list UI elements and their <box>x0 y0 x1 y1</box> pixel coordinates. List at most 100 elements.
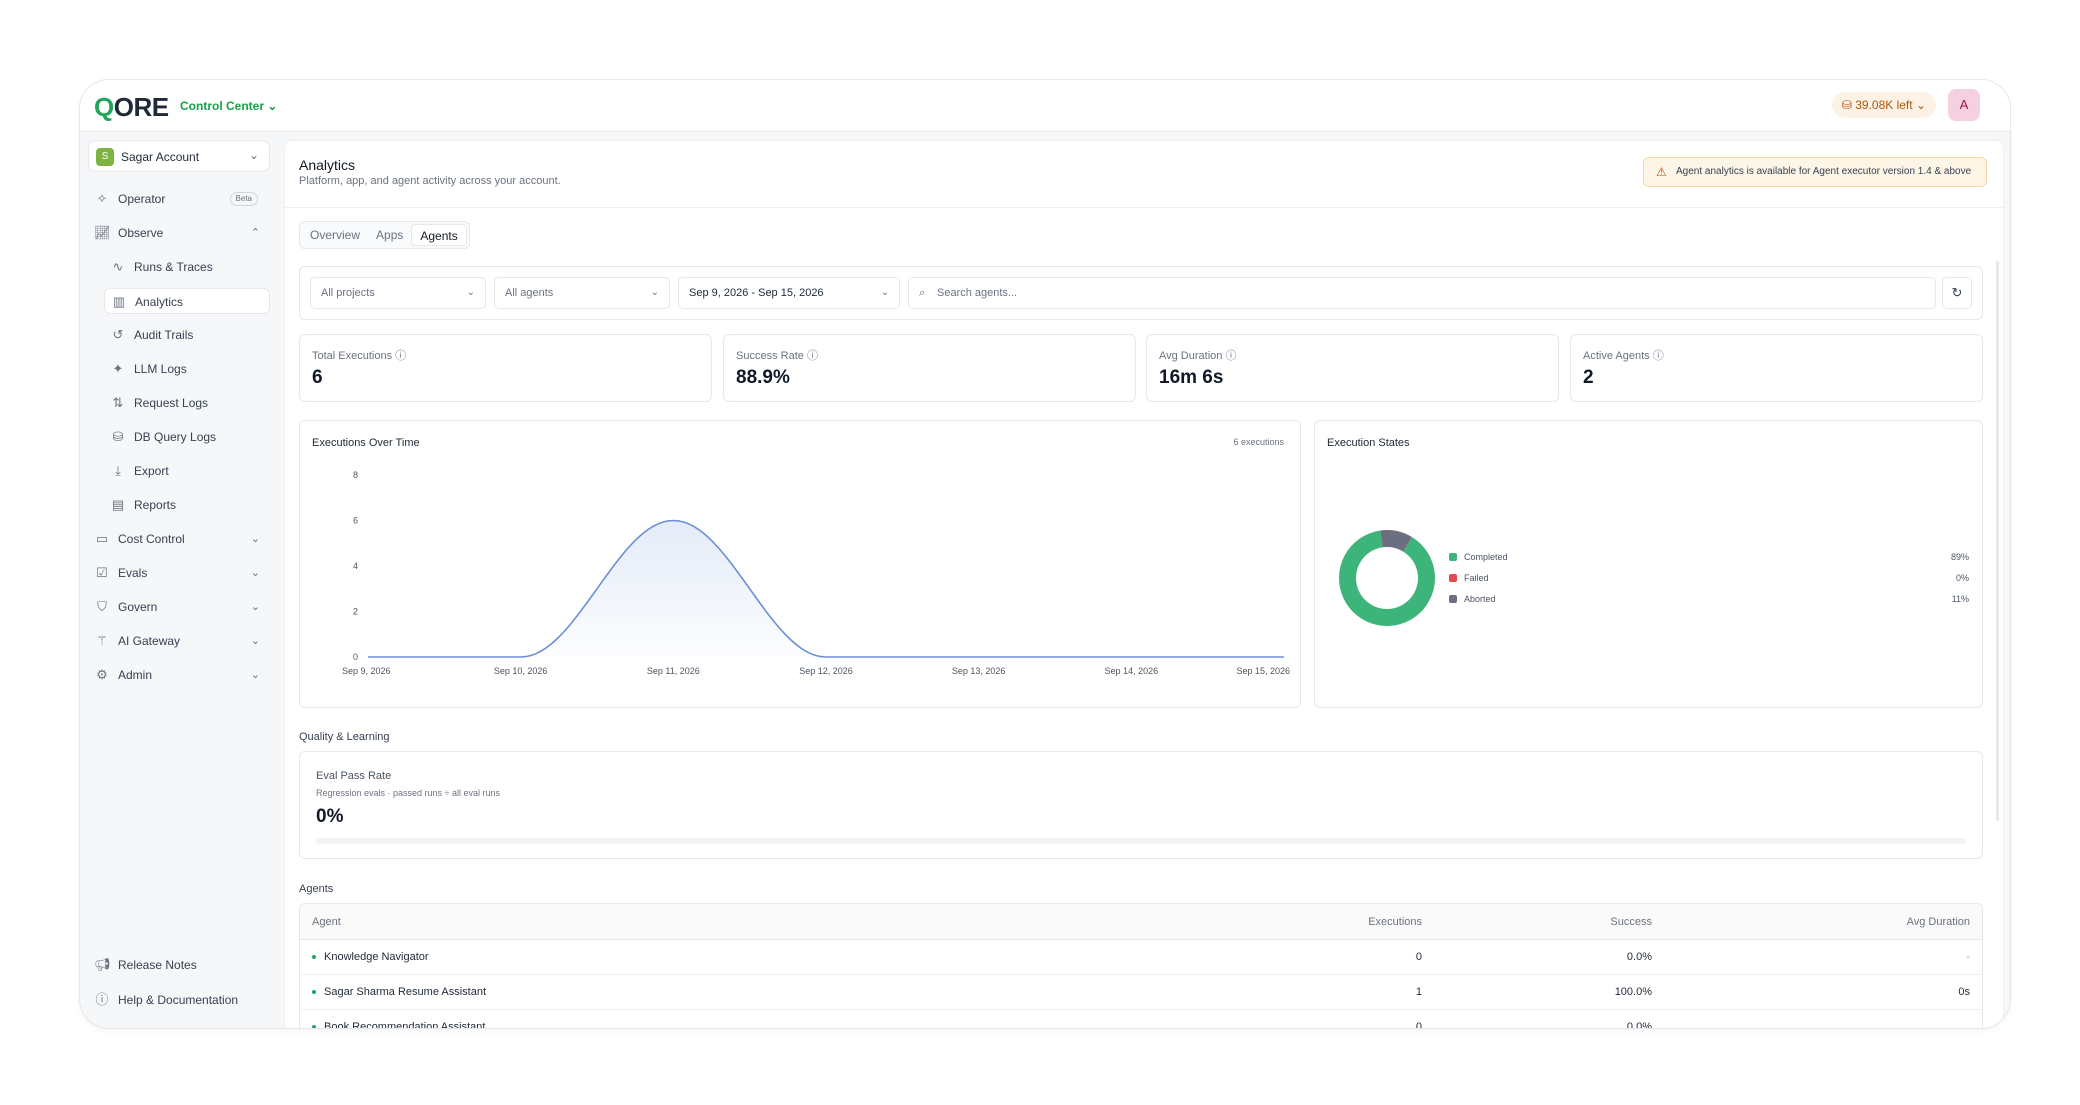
y-tick-label: 8 <box>353 470 358 480</box>
clipboard-check-icon: ☑ <box>96 565 108 580</box>
x-tick-label: Sep 14, 2026 <box>1105 666 1159 676</box>
y-tick-label: 6 <box>353 516 358 526</box>
file-icon: ▤ <box>111 497 125 512</box>
info-icon[interactable]: ⓘ <box>395 350 407 362</box>
x-tick-label: Sep 12, 2026 <box>799 666 853 676</box>
projects-select[interactable]: All projects ⌄ <box>310 277 486 309</box>
control-center-dropdown[interactable]: Control Center ⌄ <box>180 99 278 113</box>
beta-badge: Beta <box>229 192 258 206</box>
table-row[interactable]: Sagar Sharma Resume Assistant 1 100.0% 0… <box>300 975 1982 1010</box>
legend-percent: 89% <box>1950 552 1969 562</box>
search-icon: ⌕ <box>919 287 926 299</box>
wallet-icon: ▭ <box>95 531 109 546</box>
table-row[interactable]: Book Recommendation Assistant 0 0.0% <box>300 1010 1982 1028</box>
history-icon: ↺ <box>112 327 124 342</box>
table-header: Agent Executions Success Avg Duration <box>300 904 1982 940</box>
sidebar-item-llm-logs[interactable]: ✦ LLM Logs <box>88 356 270 382</box>
sidebar-item-ai-gateway[interactable]: ⚚ AI Gateway ⌄ <box>88 628 270 654</box>
search-input[interactable]: ⌕ Search agents... <box>908 277 1936 309</box>
account-initial: S <box>96 148 114 166</box>
legend-label: Failed <box>1464 573 1489 583</box>
chevron-down-icon: ⌄ <box>250 635 260 647</box>
bar-chart-icon: ▥ <box>112 294 126 309</box>
refresh-button[interactable]: ↻ <box>1942 277 1972 309</box>
sidebar-item-observe[interactable]: 📈︎ Observe ⌃ <box>88 220 270 246</box>
coins-icon: ⛁ <box>1841 98 1852 112</box>
sidebar-item-runs-traces[interactable]: ∿ Runs & Traces <box>88 254 270 280</box>
credits-badge[interactable]: ⛁ 39.08K left ⌄ <box>1831 92 1936 118</box>
kpi-total-executions: Total Executions ⓘ 6 <box>299 334 712 402</box>
legend-item-aborted: Aborted 11% <box>1449 591 1969 607</box>
page-title: Analytics <box>299 157 356 173</box>
sidebar-item-evals[interactable]: ☑ Evals ⌄ <box>88 560 270 586</box>
sidebar-item-export[interactable]: ⤓ Export <box>88 458 270 484</box>
quality-section-title: Quality & Learning <box>299 731 390 743</box>
legend-swatch <box>1449 574 1457 582</box>
arrows-up-down-icon: ⇅ <box>112 395 124 410</box>
avatar[interactable]: A <box>1948 89 1980 121</box>
account-switcher[interactable]: S Sagar Account ⌄ <box>88 140 270 172</box>
col-executions[interactable]: Executions <box>1368 916 1422 928</box>
sidebar-item-reports[interactable]: ▤ Reports <box>88 492 270 518</box>
sidebar-item-govern[interactable]: ⛉ Govern ⌄ <box>88 594 270 620</box>
sidebar-item-operator[interactable]: ✧ Operator Beta <box>88 186 270 212</box>
executions-over-time-card: Executions Over Time 6 executions 0 2 4 6 8 S… <box>299 420 1301 708</box>
table-row[interactable]: Knowledge Navigator 0 0.0% - <box>300 940 1982 975</box>
tab-apps[interactable]: Apps <box>376 228 404 242</box>
info-icon[interactable]: ⓘ <box>1225 350 1237 362</box>
refresh-icon: ↻ <box>1951 285 1963 300</box>
filter-bar: All projects ⌄ All agents ⌄ Sep 9, 2026 - … <box>299 266 1983 320</box>
sidebar-item-admin[interactable]: ⚙ Admin ⌄ <box>88 662 270 688</box>
sidebar-item-audit-trails[interactable]: ↺ Audit Trails <box>88 322 270 348</box>
sidebar-item-db-query-logs[interactable]: ⛁ DB Query Logs <box>88 424 270 450</box>
eval-pass-rate-value: 0% <box>316 806 344 827</box>
col-success[interactable]: Success <box>1610 916 1652 928</box>
x-tick-label: Sep 9, 2026 <box>342 666 391 676</box>
info-icon[interactable]: ⓘ <box>806 350 818 362</box>
legend-percent: 0% <box>1955 573 1969 583</box>
scrollbar[interactable] <box>1996 261 1999 821</box>
sidebar-item-analytics[interactable]: ▥ Analytics <box>104 288 270 314</box>
main-content: Analytics Platform, app, and agent activ… <box>284 140 2004 1028</box>
legend-swatch <box>1449 553 1457 561</box>
tab-overview[interactable]: Overview <box>310 228 361 242</box>
tab-agents[interactable]: Agents <box>411 224 467 246</box>
series-line <box>368 519 1284 658</box>
help-documentation-link[interactable]: ⓘ Help & Documentation <box>88 987 270 1013</box>
kpi-success-rate: Success Rate ⓘ 88.9% <box>723 334 1136 402</box>
eval-pass-rate-label: Eval Pass Rate <box>316 770 392 782</box>
agents-select[interactable]: All agents ⌄ <box>494 277 670 309</box>
divider <box>285 207 2003 208</box>
chart-title: Execution States <box>1327 437 1410 449</box>
user-cog-icon: ⚙ <box>96 667 108 682</box>
x-tick-label: Sep 15, 2026 <box>1236 666 1290 676</box>
chevron-down-icon: ⌄ <box>250 533 260 545</box>
sparkle-icon: ✧ <box>96 191 108 206</box>
execution-states-donut <box>1339 530 1435 626</box>
logo[interactable]: QORE <box>94 92 169 122</box>
sidebar-item-cost-control[interactable]: ▭ Cost Control ⌄ <box>88 526 270 552</box>
chevron-down-icon: ⌄ <box>880 287 889 298</box>
y-tick-label: 0 <box>353 652 358 662</box>
date-range-picker[interactable]: Sep 9, 2026 - Sep 15, 2026 ⌄ <box>678 277 900 309</box>
legend-swatch <box>1449 595 1457 603</box>
col-avg-duration[interactable]: Avg Duration <box>1906 916 1970 928</box>
legend-label: Completed <box>1464 552 1508 562</box>
top-bar: QORE Control Center ⌄ ⛁ 39.08K left ⌄ A <box>80 80 2010 132</box>
col-agent[interactable]: Agent <box>312 916 341 928</box>
sidebar-item-request-logs[interactable]: ⇅ Request Logs <box>88 390 270 416</box>
status-dot <box>312 990 316 994</box>
chevron-down-icon: ⌄ <box>466 287 475 298</box>
chevron-down-icon: ⌄ <box>267 99 278 113</box>
chevron-down-icon: ⌄ <box>250 669 260 681</box>
release-notes-link[interactable]: 📢︎ Release Notes <box>88 952 270 978</box>
shield-icon: ⛉ <box>97 599 107 614</box>
legend-item-failed: Failed 0% <box>1449 570 1969 586</box>
activity-icon: ∿ <box>112 259 124 274</box>
chevron-up-icon: ⌃ <box>250 227 260 239</box>
status-dot <box>312 1025 316 1028</box>
download-icon: ⤓ <box>115 463 121 478</box>
agents-table: Agent Executions Success Avg Duration Kn… <box>299 903 1983 1028</box>
info-icon[interactable]: ⓘ <box>1652 350 1664 362</box>
x-tick-label: Sep 11, 2026 <box>647 666 700 676</box>
